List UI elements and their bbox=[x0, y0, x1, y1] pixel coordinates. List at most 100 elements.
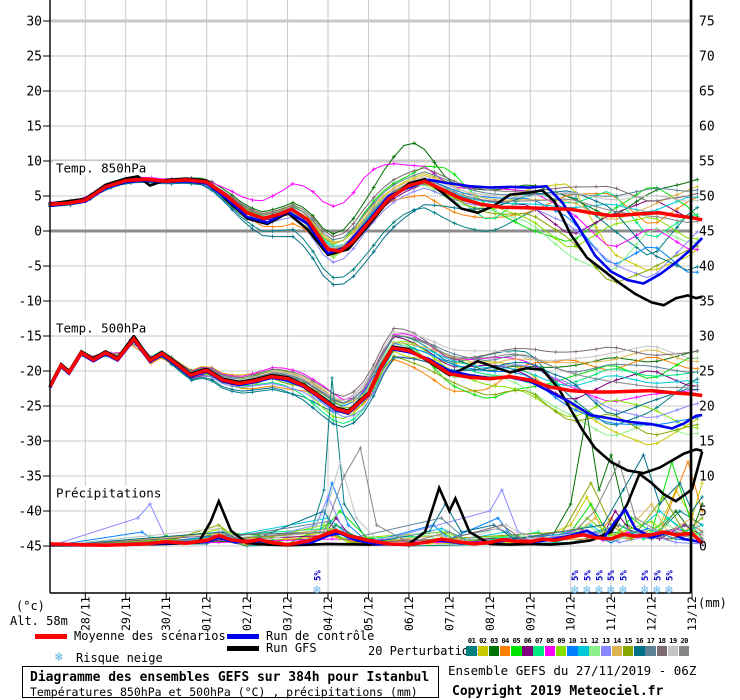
perturbation-swatch bbox=[634, 646, 645, 656]
date-label: 02/12 bbox=[240, 596, 254, 631]
date-label: 11/12 bbox=[604, 596, 618, 631]
perturbation-15: 15 bbox=[622, 637, 634, 656]
perturbation-swatch bbox=[611, 646, 623, 656]
legend-control-swatch bbox=[227, 634, 259, 639]
snow-risk-percent: 5% bbox=[571, 570, 581, 581]
date-label: 04/12 bbox=[321, 596, 335, 631]
perturbation-swatch bbox=[466, 646, 477, 656]
right-tick-label: 65 bbox=[699, 85, 715, 100]
left-tick-label: 0 bbox=[34, 225, 42, 240]
perturbation-18: 18 bbox=[656, 637, 668, 656]
snowflake-icon: ❄ bbox=[55, 650, 63, 665]
panel-label: Temp. 850hPa bbox=[56, 161, 146, 176]
left-tick-label: 30 bbox=[26, 15, 42, 30]
panel-label: Temp. 500hPa bbox=[56, 321, 146, 336]
left-tick-label: 25 bbox=[26, 50, 42, 65]
snow-risk-percent: 5% bbox=[619, 570, 629, 581]
member-line bbox=[50, 178, 698, 273]
right-tick-label: 10 bbox=[699, 470, 715, 485]
snow-risk-icon: ❄ bbox=[664, 583, 673, 598]
perturbation-swatch bbox=[622, 646, 634, 656]
date-label: 09/12 bbox=[523, 596, 537, 631]
copyright: Copyright 2019 Meteociel.fr bbox=[452, 684, 664, 699]
left-tick-label: -5 bbox=[26, 260, 42, 275]
perturbation-05: 05 bbox=[511, 637, 522, 656]
perturbation-number: 19 bbox=[669, 637, 677, 645]
legend-gfs-swatch bbox=[227, 646, 259, 651]
precip-gfs-line bbox=[50, 451, 704, 547]
perturbation-swatch bbox=[567, 646, 578, 656]
right-tick-label: 5 bbox=[699, 505, 707, 520]
date-label: 01/12 bbox=[200, 596, 214, 631]
perturbation-07: 07 bbox=[533, 637, 544, 656]
perturbation-swatch bbox=[589, 646, 600, 656]
chart-title-box: Diagramme des ensembles GEFS sur 384h po… bbox=[22, 666, 439, 699]
perturbation-06: 06 bbox=[522, 637, 533, 656]
perturbation-swatch bbox=[645, 646, 656, 656]
left-tick-label: -35 bbox=[19, 470, 42, 485]
perturbation-number: 15 bbox=[624, 637, 633, 645]
snow-risk-icon: ❄ bbox=[312, 583, 321, 598]
left-tick-label: -15 bbox=[19, 330, 42, 345]
panel-label-bg bbox=[53, 486, 149, 500]
perturbation-04: 04 bbox=[499, 637, 511, 656]
right-tick-label: 25 bbox=[699, 365, 715, 380]
right-tick-label: 0 bbox=[699, 540, 707, 555]
date-label: 06/12 bbox=[402, 596, 416, 631]
perturbation-swatch bbox=[477, 646, 489, 656]
perturbation-swatch bbox=[678, 646, 690, 656]
left-tick-label: -10 bbox=[19, 295, 42, 310]
perturbation-number: 08 bbox=[546, 637, 554, 645]
perturbation-swatch bbox=[533, 646, 544, 656]
perturbation-number: 11 bbox=[579, 637, 588, 645]
perturbation-number: 20 bbox=[680, 637, 688, 645]
left-axis-unit: (°c) bbox=[16, 599, 45, 613]
legend-gfs-label: Run GFS bbox=[266, 641, 317, 655]
legend-control-label: Run de contrôle bbox=[266, 629, 375, 643]
legend-mean-label: Moyenne des scénarios bbox=[74, 629, 226, 643]
perturbation-number: 02 bbox=[479, 637, 487, 645]
snow-risk-percent: 5% bbox=[641, 570, 651, 581]
perturbation-11: 11 bbox=[578, 637, 589, 656]
perturbation-16: 16 bbox=[634, 637, 645, 656]
perturbation-swatch bbox=[600, 646, 612, 656]
perturbation-19: 19 bbox=[667, 637, 679, 656]
perturbation-number: 09 bbox=[557, 637, 565, 645]
perturbation-number: 16 bbox=[635, 637, 644, 645]
perturbation-number: 07 bbox=[535, 637, 543, 645]
perturbation-13: 13 bbox=[600, 637, 612, 656]
snow-risk-percent: 5% bbox=[607, 570, 617, 581]
perturbation-14: 14 bbox=[611, 637, 623, 656]
perturbation-swatch bbox=[667, 646, 679, 656]
date-label: 05/12 bbox=[361, 596, 375, 631]
date-label: 13/12 bbox=[685, 596, 699, 631]
left-tick-label: -25 bbox=[19, 400, 42, 415]
perturbation-number: 03 bbox=[490, 637, 498, 645]
left-tick-label: 15 bbox=[26, 120, 42, 135]
left-tick-label: 10 bbox=[26, 155, 42, 170]
perturbation-03: 03 bbox=[488, 637, 500, 656]
precip-mean-line bbox=[50, 528, 704, 548]
perturbation-10: 10 bbox=[567, 637, 578, 656]
run-info: Ensemble GEFS du 27/11/2019 - 06Z bbox=[448, 663, 697, 678]
panel-label-bg bbox=[53, 161, 139, 175]
perturbation-number: 17 bbox=[646, 637, 655, 645]
left-tick-label: -20 bbox=[19, 365, 42, 380]
perturbation-number: 05 bbox=[512, 637, 521, 645]
perturbation-01: 01 bbox=[466, 637, 477, 656]
t500-mean-line bbox=[48, 335, 703, 415]
chart-title: Diagramme des ensembles GEFS sur 384h po… bbox=[30, 670, 430, 685]
perturbation-number: 13 bbox=[602, 637, 610, 645]
member-precip-line bbox=[50, 453, 703, 547]
perturbation-number: 10 bbox=[568, 637, 577, 645]
left-tick-label: -40 bbox=[19, 505, 42, 520]
snow-risk-percent: 5% bbox=[314, 570, 324, 581]
date-label: 29/11 bbox=[119, 596, 133, 631]
perturbation-number: 12 bbox=[590, 637, 599, 645]
left-tick-label: -45 bbox=[19, 540, 42, 555]
date-label: 30/11 bbox=[159, 596, 173, 631]
right-tick-label: 50 bbox=[699, 190, 715, 205]
left-tick-label: 5 bbox=[34, 190, 42, 205]
date-label: 28/11 bbox=[78, 596, 92, 631]
right-tick-label: 15 bbox=[699, 435, 715, 450]
